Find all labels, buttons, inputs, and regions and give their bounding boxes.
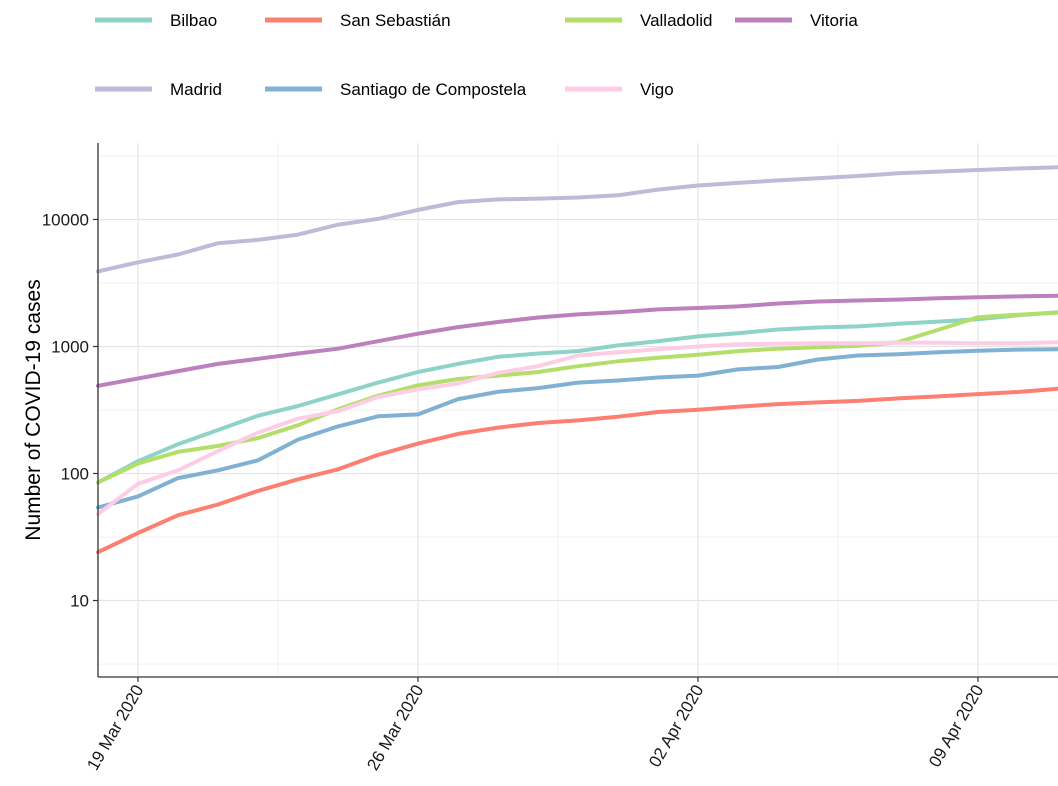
legend-label: Vigo [640, 80, 674, 99]
series-line-san-sebasti-n [96, 386, 1058, 555]
legend-label: Vitoria [810, 11, 858, 30]
legend-label: Bilbao [170, 11, 217, 30]
x-tick-label: 26 Mar 2020 [363, 682, 427, 774]
y-tick-label: 10 [70, 592, 89, 611]
legend: Bilbao San Sebastián Valladolid Vitoria Madr… [95, 11, 858, 99]
series-line-santiago-de-compostela [96, 347, 1058, 510]
y-tick-label: 100 [61, 465, 89, 484]
y-axis-title: Number of COVID-19 cases [22, 279, 45, 540]
series-line-bilbao [96, 310, 1058, 485]
legend-item-vigo: Vigo [565, 80, 674, 99]
legend-label: Santiago de Compostela [340, 80, 527, 99]
x-tick-label: 19 Mar 2020 [83, 682, 147, 774]
legend-item-vitoria: Vitoria [735, 11, 858, 30]
x-tick-label: 09 Apr 2020 [925, 682, 987, 771]
y-tick-label: 10000 [42, 210, 89, 229]
series-line-vitoria [96, 293, 1058, 388]
grid [98, 143, 1058, 677]
legend-item-santiago-de-compostela: Santiago de Compostela [265, 80, 527, 99]
series-line-madrid [96, 165, 1058, 274]
axes: 10 100 1000 10000 19 Mar 2020 26 Mar 2020 02 A… [42, 143, 1058, 774]
y-tick-label: 1000 [51, 337, 89, 356]
x-tick-label: 02 Apr 2020 [645, 682, 707, 771]
legend-label: Madrid [170, 80, 222, 99]
legend-item-bilbao: Bilbao [95, 11, 217, 30]
legend-item-valladolid: Valladolid [565, 11, 712, 30]
series-lines [96, 165, 1058, 555]
legend-label: San Sebastián [340, 11, 451, 30]
series-line-vigo [96, 340, 1058, 516]
legend-item-madrid: Madrid [95, 80, 222, 99]
legend-label: Valladolid [640, 11, 712, 30]
legend-item-san-sebasti-n: San Sebastián [265, 11, 451, 30]
